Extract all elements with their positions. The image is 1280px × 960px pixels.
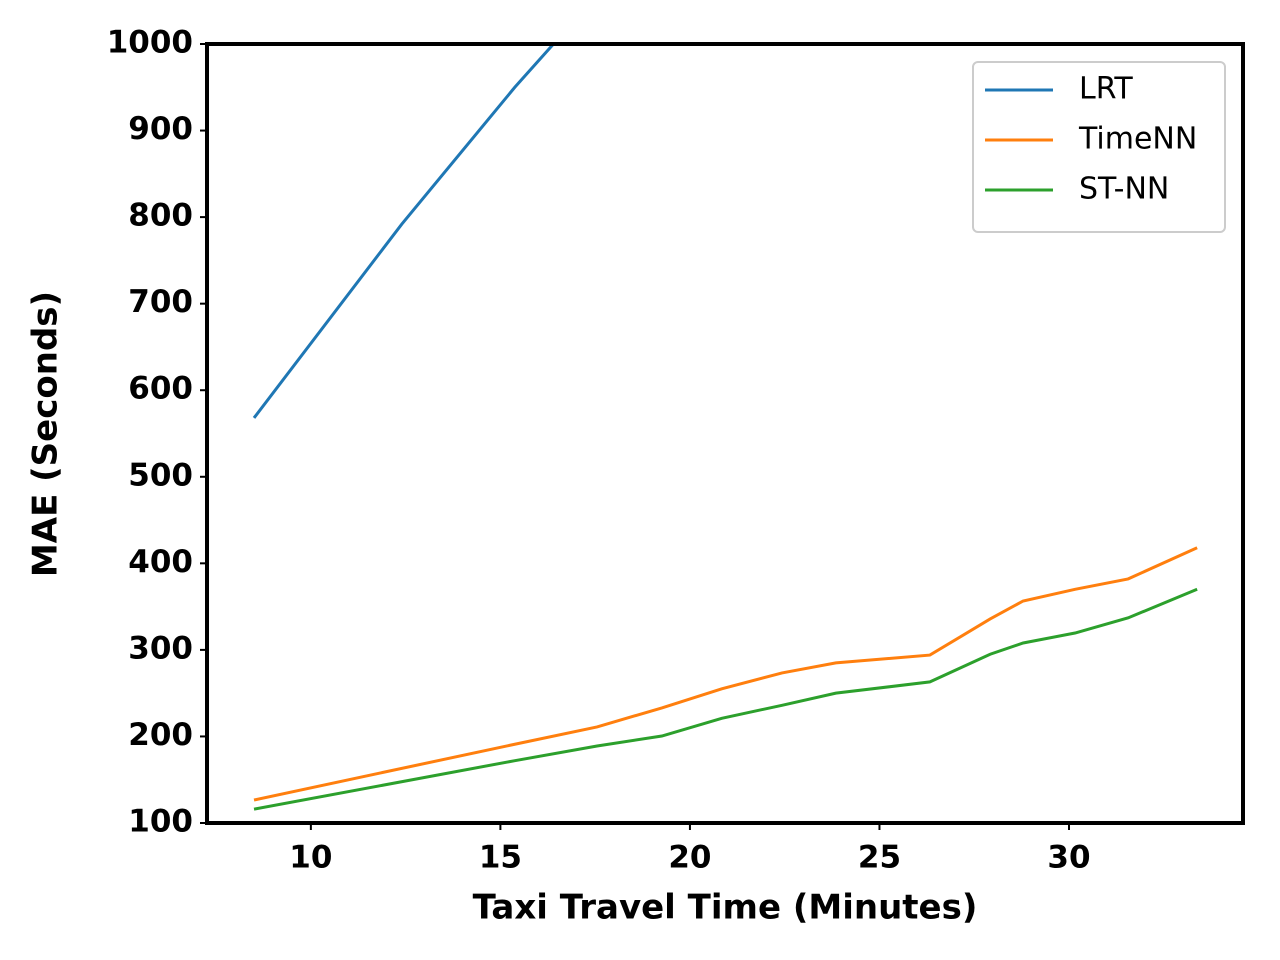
x-tick-label: 20 (668, 840, 711, 876)
plot-area (252, 44, 1198, 811)
y-tick-label: 800 (128, 198, 193, 234)
legend-label: TimeNN (1078, 122, 1197, 157)
y-tick-label: 400 (128, 544, 193, 580)
y-tick-label: 200 (128, 717, 193, 753)
y-tick-label: 100 (128, 804, 193, 840)
y-tick-label: 700 (128, 284, 193, 320)
x-tick-label: 15 (479, 840, 522, 876)
y-tick-label: 900 (128, 111, 193, 147)
y-axis-label: MAE (Seconds) (26, 291, 66, 577)
x-tick-label: 10 (289, 840, 332, 876)
plot-frame (205, 42, 1245, 825)
y-tick-label: 1000 (107, 25, 193, 61)
y-tick-label: 600 (128, 371, 193, 407)
x-tick-label: 30 (1047, 840, 1090, 876)
y-tick-label: 500 (128, 457, 193, 493)
y-tick-label: 300 (128, 630, 193, 666)
x-tick-label: 25 (858, 840, 901, 876)
x-axis-label: Taxi Travel Time (Minutes) (473, 888, 978, 928)
legend-label: LRT (1079, 72, 1133, 107)
line-series (253, 587, 1198, 811)
legend-label: ST-NN (1079, 172, 1169, 207)
line-series (252, 44, 555, 419)
line-series (253, 546, 1198, 802)
